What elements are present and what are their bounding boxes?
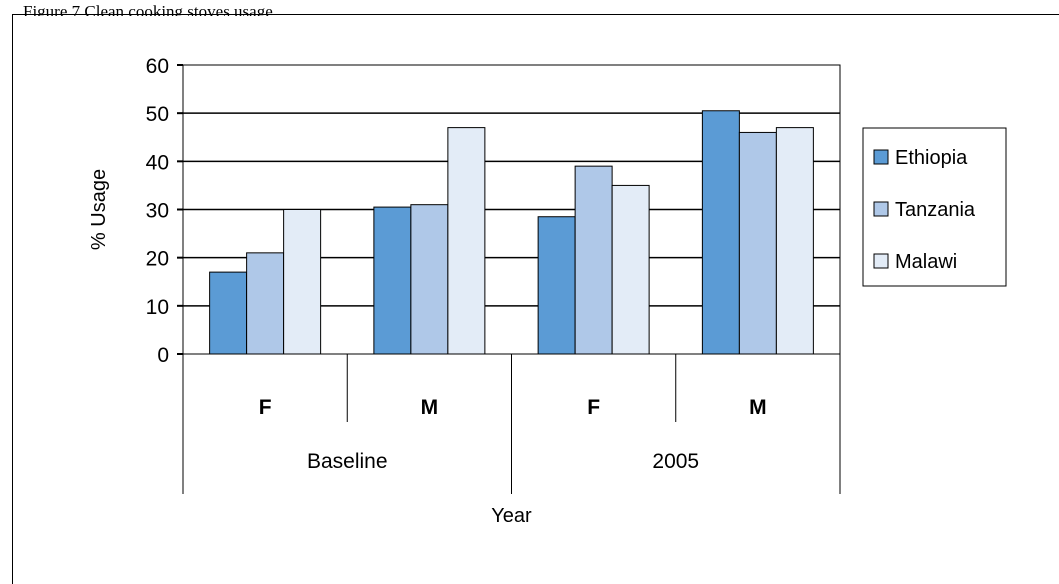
y-tick-label: 60 [146, 55, 169, 78]
x-group-label: 2005 [652, 450, 699, 473]
legend-label: Ethiopia [895, 147, 968, 169]
x-category-label: M [421, 396, 439, 419]
x-category-label: F [259, 396, 272, 419]
x-category-label: M [749, 396, 767, 419]
bar-tanzania [574, 165, 613, 355]
bar-malawi [447, 127, 486, 355]
bar-malawi [775, 127, 814, 355]
bar-malawi [283, 209, 322, 355]
chart-frame: Figure 7 Clean cooking stoves usage [12, 2, 1059, 584]
bar-ethiopia [701, 110, 740, 355]
legend-label: Malawi [895, 251, 957, 273]
bar-tanzania [738, 131, 777, 355]
bar-chart: 0 10 20 30 40 50 60 % Usage F M F M Baseline 2005 Year… [88, 55, 1007, 527]
y-tick-label: 30 [146, 200, 169, 223]
x-axis-title: Year [491, 505, 532, 527]
y-tick-label: 10 [146, 296, 169, 319]
y-tick-label: 50 [146, 103, 169, 126]
y-tick-label: 0 [157, 344, 169, 367]
bar-ethiopia [373, 206, 412, 355]
legend-swatch-malawi [873, 253, 889, 269]
bar-tanzania [246, 252, 285, 355]
bar-malawi [611, 184, 650, 355]
legend-label: Tanzania [895, 199, 976, 221]
x-group-label: Baseline [307, 450, 388, 473]
page-heading: Figure 7 Clean cooking stoves usage [23, 2, 273, 16]
y-tick-label: 20 [146, 248, 169, 271]
bar-tanzania [410, 204, 449, 355]
bar-ethiopia [209, 271, 248, 355]
y-tick-label: 40 [146, 151, 169, 174]
legend-swatch-ethiopia [873, 149, 889, 165]
x-category-label: F [587, 396, 600, 419]
y-axis-title: % Usage [88, 169, 110, 250]
legend-swatch-tanzania [873, 201, 889, 217]
bar-ethiopia [537, 216, 576, 355]
